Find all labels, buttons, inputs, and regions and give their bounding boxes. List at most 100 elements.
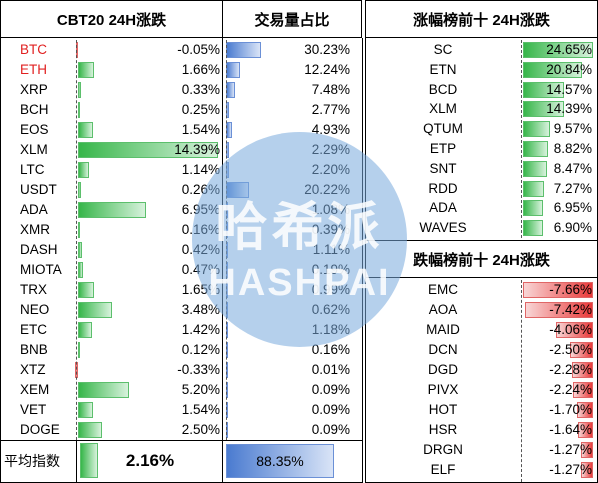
coin-name: XMR	[20, 222, 50, 237]
gainer-value: 9.57%	[553, 121, 592, 137]
footer-average-value: 2.16%	[125, 451, 175, 470]
change-value: 2.50%	[181, 422, 220, 437]
gainer-bar	[523, 61, 583, 78]
gainer-bar	[523, 101, 564, 118]
gainer-name: SNT	[429, 160, 457, 176]
loser-value: -1.27%	[549, 442, 592, 457]
change-value: 1.66%	[181, 62, 220, 77]
change-value: 0.47%	[181, 262, 220, 277]
share-value: 0.16%	[311, 342, 350, 357]
share-value: 7.48%	[311, 82, 350, 97]
change-bar	[78, 242, 83, 258]
coin-name: LTC	[20, 162, 45, 177]
loser-bar	[577, 402, 593, 418]
loser-value: -1.27%	[549, 462, 592, 477]
loser-name: AOA	[428, 302, 458, 317]
footer-share-bar	[226, 444, 334, 478]
loser-value: -7.66%	[549, 282, 592, 297]
change-bar	[78, 182, 81, 198]
share-value: 0.09%	[311, 402, 350, 417]
change-bar	[78, 102, 81, 118]
loser-value: -7.42%	[549, 302, 592, 317]
change-bar	[78, 402, 93, 418]
loser-bar	[572, 362, 593, 378]
coin-name: ETH	[20, 62, 47, 77]
change-value: 0.26%	[181, 182, 220, 197]
coin-name: XRP	[20, 82, 48, 97]
change-value: -0.05%	[177, 42, 220, 57]
change-bar	[78, 342, 80, 358]
change-bar	[78, 322, 92, 338]
gainer-bar	[523, 200, 543, 217]
change-bar	[78, 82, 82, 98]
change-value: -0.33%	[177, 362, 220, 377]
loser-bar	[525, 302, 593, 318]
coin-name: VET	[20, 402, 47, 417]
coin-name: ETC	[20, 322, 47, 337]
share-value: 0.01%	[311, 362, 350, 377]
change-bar	[78, 422, 103, 438]
share-value: 2.20%	[311, 162, 350, 177]
coin-name: XEM	[20, 382, 50, 397]
gainer-name: WAVES	[419, 220, 467, 236]
gainer-name: SC	[433, 42, 453, 57]
coin-name: BTC	[20, 42, 47, 57]
loser-value: -2.28%	[549, 362, 592, 377]
share-bar	[226, 182, 250, 198]
loser-name: DGD	[428, 362, 458, 377]
loser-value: -2.24%	[549, 382, 592, 397]
share-value: 1.11%	[312, 242, 350, 257]
loser-name: MAID	[426, 322, 460, 337]
gainer-bar	[523, 42, 593, 58]
change-bar	[78, 282, 95, 298]
share-value: 1.08%	[311, 202, 350, 217]
change-value: 0.12%	[181, 342, 220, 357]
gainer-value: 8.47%	[553, 160, 592, 176]
loser-bar	[570, 342, 593, 358]
coin-name: XTZ	[20, 362, 46, 377]
loser-name: EMC	[428, 282, 458, 297]
coin-name: NEO	[20, 302, 50, 317]
gainer-name: ETN	[429, 61, 457, 77]
loser-bar	[572, 382, 593, 398]
gainer-bar	[523, 141, 549, 157]
left-share-header: 交易量占比	[222, 0, 362, 38]
change-value: 3.48%	[181, 302, 220, 317]
change-bar	[78, 62, 95, 78]
gainer-value: 8.82%	[553, 141, 592, 156]
share-value: 0.39%	[311, 222, 350, 237]
gainer-bar	[523, 160, 548, 177]
share-value: 0.19%	[311, 262, 350, 277]
loser-bar	[581, 462, 593, 478]
coin-name: DOGE	[20, 422, 60, 437]
gainer-bar	[523, 81, 565, 98]
loser-bar	[578, 422, 593, 438]
change-value: 0.42%	[181, 242, 220, 257]
gainer-name: ADA	[429, 200, 457, 216]
loser-name: HSR	[428, 422, 458, 437]
change-bar	[78, 202, 146, 218]
change-bar	[78, 162, 90, 178]
change-bar	[78, 222, 80, 238]
change-value: 1.42%	[181, 322, 220, 337]
gainer-value: 14.57%	[546, 81, 592, 97]
share-value: 0.09%	[311, 422, 350, 437]
gainer-value: 20.84%	[546, 61, 592, 77]
coin-name: ADA	[20, 202, 48, 217]
gainer-name: ETP	[429, 141, 457, 156]
change-value: 1.54%	[181, 402, 220, 417]
loser-name: PIVX	[427, 382, 459, 397]
coin-name: TRX	[20, 282, 47, 297]
gainer-value: 14.39%	[546, 101, 592, 117]
change-bar	[78, 302, 112, 318]
share-bar	[226, 82, 235, 98]
share-value: 4.93%	[311, 122, 350, 137]
left-change-header: CBT20 24H涨跌	[0, 0, 223, 38]
coin-name: BNB	[20, 342, 48, 357]
change-bar	[78, 382, 129, 398]
gainer-value: 7.27%	[553, 180, 592, 196]
loser-bar	[581, 442, 593, 458]
coin-name: MIOTA	[20, 262, 62, 277]
share-value: 0.99%	[311, 282, 350, 297]
gainer-bar	[523, 121, 551, 138]
